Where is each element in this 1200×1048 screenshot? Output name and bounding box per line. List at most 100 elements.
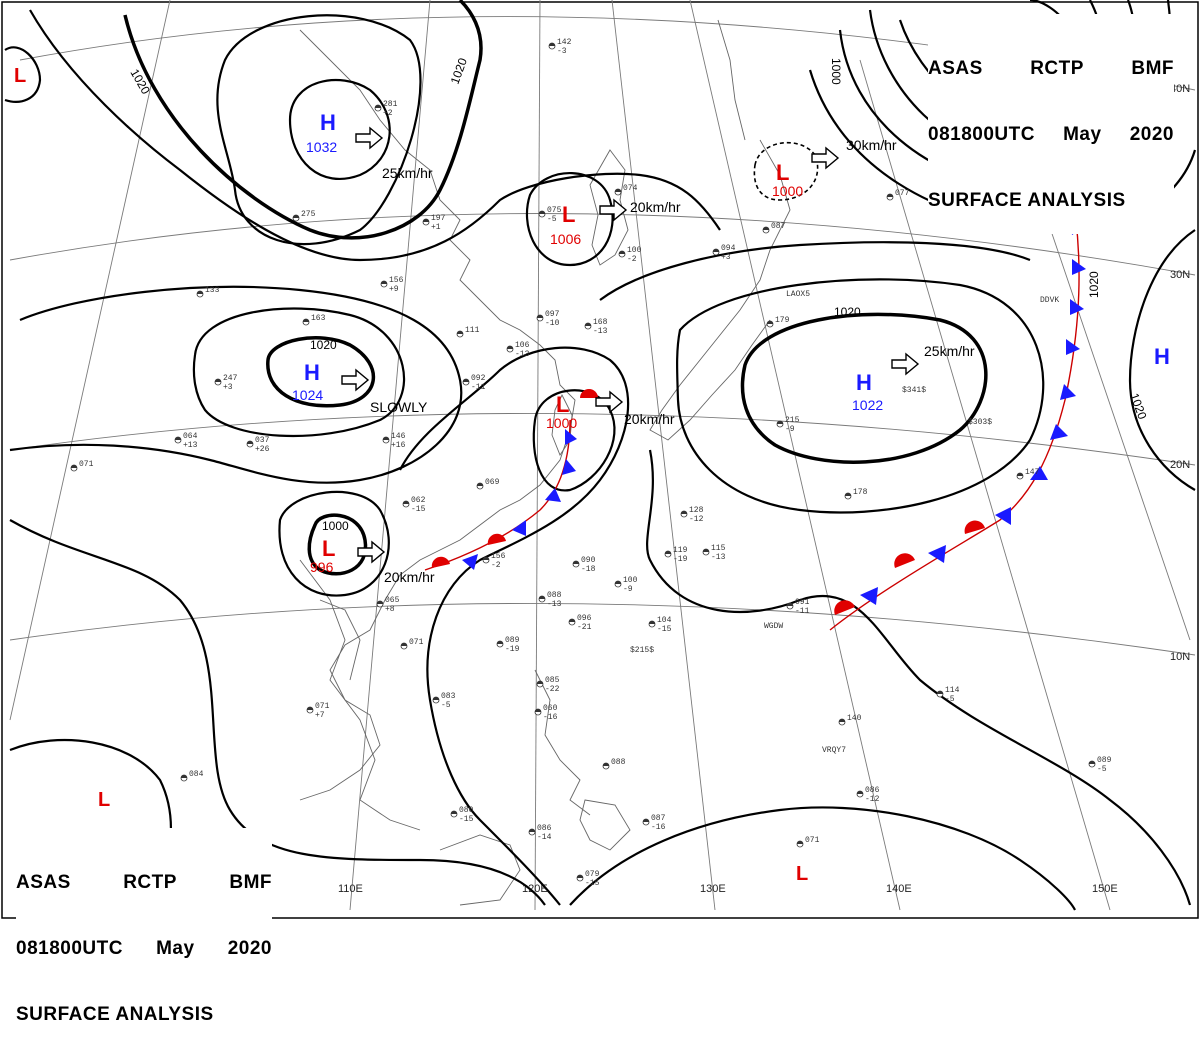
station-tendency: -5 bbox=[945, 695, 955, 704]
motion-arrow bbox=[357, 540, 386, 564]
cloud-cover-mark bbox=[539, 211, 545, 214]
station-pressure: 156 bbox=[491, 552, 506, 561]
pressure-centers: H 1032 H 1024 H 1022 H L 1006 L 1000 L 1… bbox=[14, 65, 1170, 885]
station-pressure: 065 bbox=[385, 596, 400, 605]
station-plot: 104-15 bbox=[648, 616, 672, 634]
isobar-h2-outer bbox=[9, 285, 463, 484]
station-tendency: -13 bbox=[515, 350, 530, 359]
motion-label: 20km/hr bbox=[624, 411, 675, 427]
isobar-h1-ring3 bbox=[123, 0, 483, 240]
lat-label-40n: 40N bbox=[1170, 83, 1190, 95]
cold-front-symbol bbox=[1030, 466, 1048, 480]
cold-front-symbol bbox=[1050, 424, 1068, 440]
header-bureau: BMF bbox=[229, 872, 272, 893]
station-tendency: -3 bbox=[557, 47, 567, 56]
station-plot: 092-11 bbox=[462, 374, 486, 392]
station-tendency: -13 bbox=[711, 553, 726, 562]
station-pressure: 037 bbox=[255, 436, 270, 445]
station-plot: 178 bbox=[844, 488, 868, 500]
high-symbol: H bbox=[856, 370, 872, 395]
warm-front-symbol bbox=[834, 600, 855, 615]
cloud-cover-mark bbox=[307, 707, 313, 710]
cloud-cover-mark bbox=[619, 251, 625, 254]
station-pressure: 071 bbox=[805, 836, 820, 845]
station-pressure: 146 bbox=[391, 432, 406, 441]
motion-arrow bbox=[341, 368, 370, 392]
station-tendency: +3 bbox=[721, 253, 731, 262]
station-tendency: -19 bbox=[673, 555, 688, 564]
high-symbol: H bbox=[320, 110, 336, 135]
low-pressure-value: 1000 bbox=[546, 415, 577, 431]
low-pressure-value: 1000 bbox=[772, 183, 803, 199]
isobar-central-trough bbox=[646, 449, 1192, 906]
station-pressure: 088 bbox=[547, 591, 562, 600]
station-plot: 064+13 bbox=[174, 432, 198, 450]
station-pressure: 062 bbox=[411, 496, 426, 505]
isobar-h3-outer bbox=[599, 241, 1031, 301]
station-plot: 069 bbox=[476, 478, 500, 490]
high-pressure-value: 1032 bbox=[306, 139, 337, 155]
station-plot: 142-3 bbox=[548, 38, 572, 56]
isobar-label: 1000 bbox=[829, 58, 843, 85]
station-plot: 085-22 bbox=[536, 676, 560, 694]
station-pressure: 071 bbox=[79, 460, 94, 469]
low-symbol: L bbox=[14, 65, 26, 87]
station-pressure: 100 bbox=[623, 576, 638, 585]
cloud-cover-mark bbox=[375, 105, 381, 108]
station-tendency: -19 bbox=[505, 645, 520, 654]
cloud-cover-mark bbox=[1089, 761, 1095, 764]
cloud-cover-mark bbox=[477, 483, 483, 486]
coast-borneo bbox=[439, 834, 521, 906]
meridian-150e bbox=[859, 59, 1111, 911]
ship-id: $303$ bbox=[968, 418, 992, 427]
cold-front-symbol bbox=[928, 545, 946, 563]
cloud-cover-mark bbox=[247, 441, 253, 444]
station-plot: 247+3 bbox=[214, 374, 238, 392]
cloud-cover-mark bbox=[549, 43, 555, 46]
coast-indochina bbox=[299, 559, 421, 831]
header-bureau: BMF bbox=[1131, 58, 1174, 79]
cloud-cover-mark bbox=[777, 421, 783, 424]
station-pressure: 088 bbox=[611, 758, 626, 767]
station-pressure: 247 bbox=[223, 374, 238, 383]
station-pressure: 215 bbox=[785, 416, 800, 425]
station-tendency: +7 bbox=[315, 711, 325, 720]
station-plot: 079-15 bbox=[576, 870, 600, 888]
station-plot: 091-11 bbox=[786, 598, 810, 616]
station-tendency: -5 bbox=[1097, 765, 1107, 774]
chart-header-top: ASAS RCTP BMF 081800UTC May 2020 SURFACE… bbox=[928, 14, 1174, 234]
isobar-h2-inner bbox=[266, 336, 376, 408]
station-pressure: 094 bbox=[721, 244, 736, 253]
cold-front-symbol bbox=[562, 459, 576, 475]
station-plot: 065+8 bbox=[376, 596, 400, 614]
cold-front-symbol bbox=[565, 429, 577, 445]
chart-header-bottom: ASAS RCTP BMF 081800UTC May 2020 SURFACE… bbox=[16, 828, 272, 1048]
station-plot: 100-9 bbox=[614, 576, 638, 594]
station-plot: 215-9 bbox=[776, 416, 800, 434]
station-pressure: 096 bbox=[577, 614, 592, 623]
station-plot: 071 bbox=[400, 638, 424, 650]
station-pressure: 140 bbox=[847, 714, 862, 723]
cloud-cover-mark bbox=[585, 323, 591, 326]
station-plot: 197+1 bbox=[422, 214, 446, 232]
station-tendency: -22 bbox=[545, 685, 560, 694]
station-plot: 096-21 bbox=[568, 614, 592, 632]
station-tendency: -11 bbox=[795, 607, 810, 616]
warm-front-symbol bbox=[431, 556, 450, 568]
station-plot: 037+26 bbox=[246, 436, 270, 454]
cloud-cover-mark bbox=[175, 437, 181, 440]
station-pressure: 168 bbox=[593, 318, 608, 327]
station-plot: 087-16 bbox=[642, 814, 666, 832]
cloud-cover-mark bbox=[507, 346, 513, 349]
station-tendency: -2 bbox=[627, 255, 637, 264]
station-pressure: 087 bbox=[651, 814, 666, 823]
low-symbol: L bbox=[796, 863, 808, 885]
header-month: May bbox=[1063, 124, 1102, 145]
ship-id: $215$ bbox=[630, 646, 654, 655]
cloud-cover-mark bbox=[573, 561, 579, 564]
isobar-l3-outer bbox=[399, 346, 630, 906]
isobar-south-low bbox=[569, 806, 1076, 911]
coast-taiwan bbox=[551, 393, 573, 456]
motion-label: 20km/hr bbox=[630, 199, 681, 215]
